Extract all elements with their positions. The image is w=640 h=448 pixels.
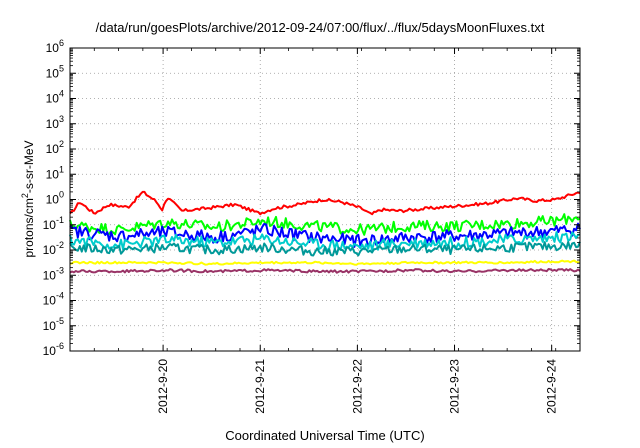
chart-title: /data/run/goesPlots/archive/2012-09-24/0…	[95, 20, 545, 35]
y-tick-exponent: 0	[59, 190, 64, 200]
x-tick-label: 2012-9-20	[156, 359, 170, 414]
y-tick-exponent: -3	[56, 265, 64, 275]
y-tick-exponent: -6	[56, 341, 64, 351]
y-tick-label: 10-3	[43, 265, 64, 282]
x-tick-label: 2012-9-21	[253, 359, 267, 414]
series-line	[69, 259, 581, 266]
y-tick-label: 10-5	[43, 316, 64, 333]
series-layer	[69, 190, 581, 274]
y-axis-label: protons/cm2-s-sr-MeV	[20, 140, 36, 257]
series-line	[69, 222, 581, 248]
tick-layer	[69, 47, 581, 352]
y-axis-label-suffix: -s-sr-MeV	[22, 140, 36, 194]
y-axis-label-exponent: 2	[20, 193, 30, 199]
x-tick-label: 2012-9-23	[448, 359, 462, 414]
y-tick-exponent: -2	[56, 240, 64, 250]
y-tick-label: 100	[46, 190, 64, 207]
x-axis-label: Coordinated Universal Time (UTC)	[225, 428, 425, 443]
y-tick-exponent: 6	[59, 38, 64, 48]
y-tick-exponent: 4	[59, 89, 64, 99]
x-tick-label: 2012-9-22	[350, 359, 364, 414]
y-tick-label: 103	[46, 114, 64, 131]
y-tick-label: 105	[46, 63, 64, 80]
series-line	[69, 240, 581, 257]
y-tick-exponent: 5	[59, 63, 64, 73]
y-tick-label: 102	[46, 139, 64, 156]
series-line	[69, 213, 581, 236]
x-tick-label: 2012-9-24	[545, 359, 559, 414]
series-line	[69, 268, 581, 274]
y-tick-label: 101	[46, 164, 64, 181]
y-tick-exponent: 1	[59, 164, 64, 174]
y-tick-label: 10-1	[43, 215, 64, 232]
y-tick-label: 10-6	[43, 341, 64, 358]
y-tick-exponent: -5	[56, 316, 64, 326]
y-axis-label-prefix: protons/cm	[22, 198, 36, 258]
y-tick-exponent: -4	[56, 291, 64, 301]
y-tick-labels: 10-610-510-410-310-210-11001011021031041…	[43, 38, 64, 358]
series-line	[69, 190, 581, 216]
x-tick-labels: 2012-9-20 2012-9-21 2012-9-22 2012-9-23 2012…	[156, 359, 559, 414]
y-tick-label: 106	[46, 38, 64, 55]
y-tick-exponent: 2	[59, 139, 64, 149]
y-tick-exponent: 3	[59, 114, 64, 124]
y-tick-label: 104	[46, 89, 64, 106]
y-tick-exponent: -1	[56, 215, 64, 225]
y-tick-label: 10-4	[43, 291, 64, 308]
y-tick-label: 10-2	[43, 240, 64, 257]
